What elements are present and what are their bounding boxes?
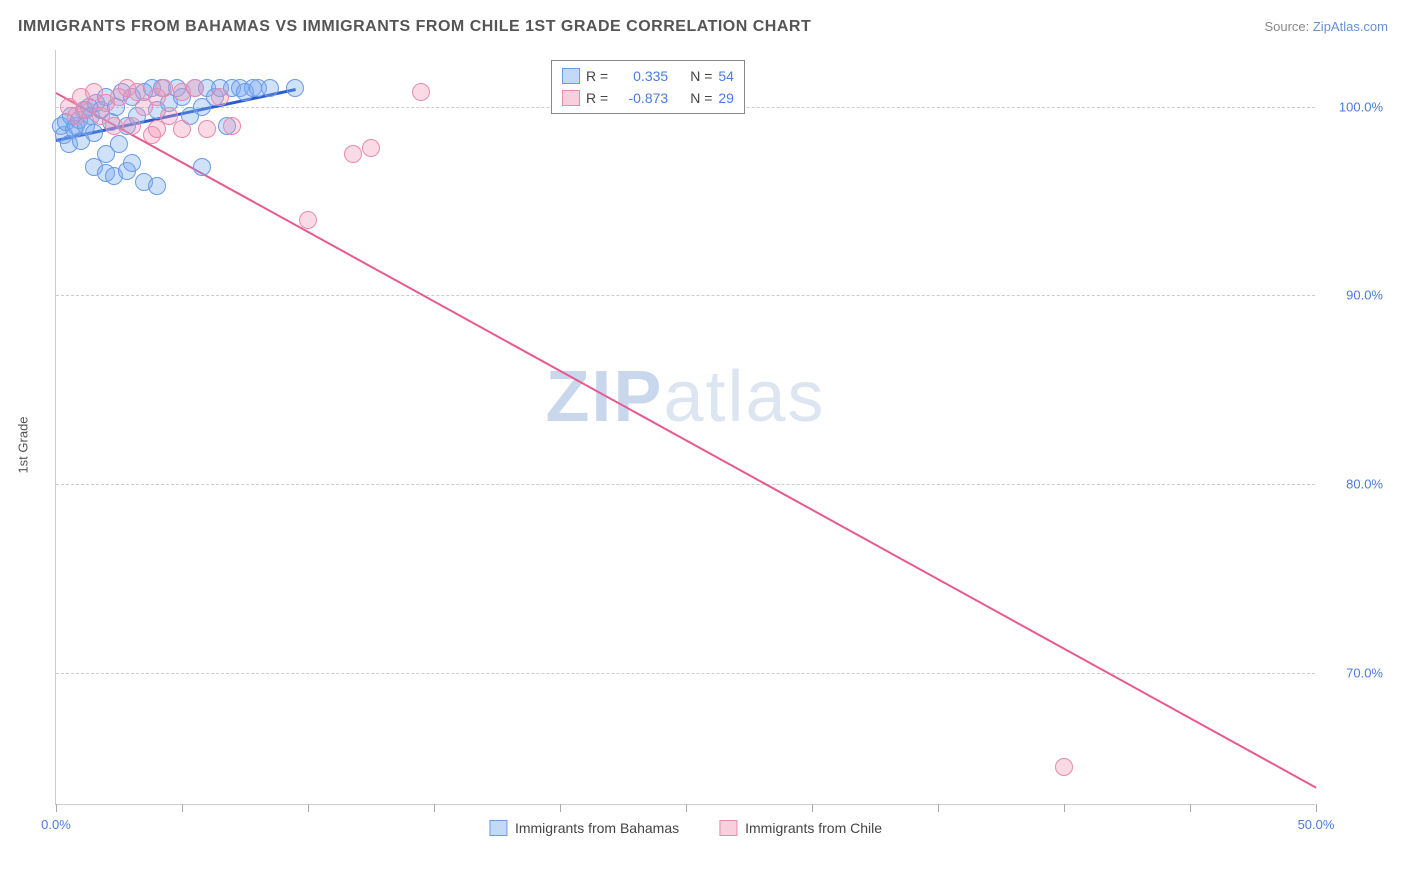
data-point (211, 88, 229, 106)
y-tick-label: 70.0% (1346, 665, 1383, 680)
data-point (344, 145, 362, 163)
gridline (56, 673, 1315, 674)
data-point (155, 79, 173, 97)
legend-swatch (562, 68, 580, 84)
data-point (148, 120, 166, 138)
bottom-legend-item: Immigrants from Chile (719, 820, 882, 836)
legend-row: R = 0.335 N = 54 (562, 65, 734, 87)
data-point (97, 145, 115, 163)
x-tick (182, 804, 183, 812)
legend-box: R = 0.335 N = 54 R = -0.873 N = 29 (551, 60, 745, 114)
x-tick-label: 50.0% (1298, 817, 1335, 832)
x-tick (938, 804, 939, 812)
legend-n-label: N = (690, 87, 712, 109)
source-link[interactable]: ZipAtlas.com (1313, 19, 1388, 34)
x-tick (1316, 804, 1317, 812)
data-point (85, 124, 103, 142)
legend-n-value: 54 (718, 65, 734, 87)
x-tick-label: 0.0% (41, 817, 71, 832)
watermark: ZIPatlas (545, 356, 825, 438)
data-point (123, 154, 141, 172)
legend-swatch (489, 820, 507, 836)
x-tick (686, 804, 687, 812)
legend-row: R = -0.873 N = 29 (562, 87, 734, 109)
legend-swatch (562, 90, 580, 106)
data-point (286, 79, 304, 97)
legend-swatch (719, 820, 737, 836)
data-point (123, 117, 141, 135)
gridline (56, 484, 1315, 485)
title-row: IMMIGRANTS FROM BAHAMAS VS IMMIGRANTS FR… (18, 18, 1388, 36)
legend-n-label: N = (690, 65, 712, 87)
legend-r-label: R = (586, 65, 608, 87)
gridline (56, 295, 1315, 296)
x-tick (1190, 804, 1191, 812)
y-tick-label: 90.0% (1346, 288, 1383, 303)
y-axis-title: 1st Grade (16, 416, 31, 473)
source-attribution: Source: ZipAtlas.com (1264, 19, 1388, 34)
data-point (362, 139, 380, 157)
bottom-legend: Immigrants from Bahamas Immigrants from C… (489, 820, 882, 836)
data-point (148, 177, 166, 195)
x-tick (308, 804, 309, 812)
regression-line-pink (56, 92, 1317, 788)
bottom-legend-label: Immigrants from Chile (745, 820, 882, 836)
x-tick (1064, 804, 1065, 812)
legend-n-value: 29 (718, 87, 734, 109)
data-point (105, 117, 123, 135)
watermark-light: atlas (663, 357, 825, 437)
chart-title: IMMIGRANTS FROM BAHAMAS VS IMMIGRANTS FR… (18, 18, 811, 36)
plot-area: ZIPatlas 70.0%80.0%90.0%100.0%0.0%50.0%R… (55, 50, 1315, 805)
chart-container: IMMIGRANTS FROM BAHAMAS VS IMMIGRANTS FR… (0, 0, 1406, 892)
data-point (193, 158, 211, 176)
data-point (412, 83, 430, 101)
x-tick (560, 804, 561, 812)
y-tick-label: 80.0% (1346, 477, 1383, 492)
bottom-legend-label: Immigrants from Bahamas (515, 820, 679, 836)
bottom-legend-item: Immigrants from Bahamas (489, 820, 679, 836)
data-point (1055, 758, 1073, 776)
data-point (223, 117, 241, 135)
x-tick (812, 804, 813, 812)
data-point (186, 79, 204, 97)
legend-r-label: R = (586, 87, 608, 109)
data-point (261, 79, 279, 97)
data-point (299, 211, 317, 229)
y-tick-label: 100.0% (1339, 99, 1383, 114)
chart-wrap: 1st Grade ZIPatlas 70.0%80.0%90.0%100.0%… (55, 50, 1385, 840)
data-point (173, 120, 191, 138)
source-prefix: Source: (1264, 19, 1312, 34)
legend-r-value: -0.873 (614, 87, 668, 109)
x-tick (56, 804, 57, 812)
x-tick (434, 804, 435, 812)
legend-r-value: 0.335 (614, 65, 668, 87)
data-point (198, 120, 216, 138)
